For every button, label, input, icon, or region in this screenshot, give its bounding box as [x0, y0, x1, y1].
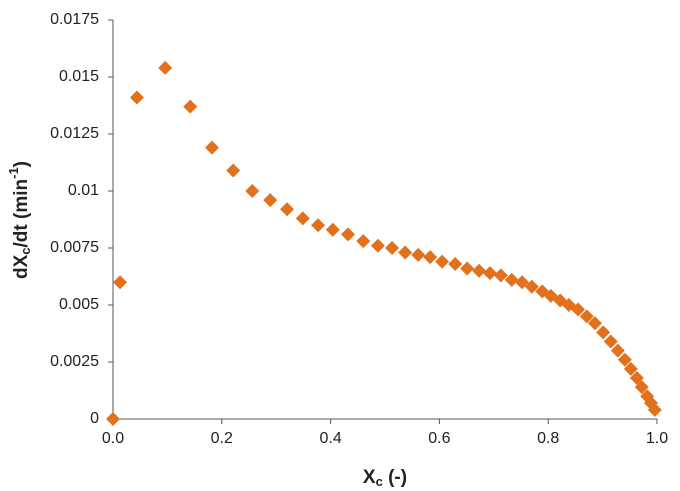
point [280, 202, 295, 217]
point [623, 361, 638, 376]
point [385, 241, 400, 255]
point [183, 99, 198, 114]
point [579, 309, 594, 324]
point [113, 275, 128, 290]
x-tick-label: 0.2 [211, 430, 233, 447]
point [226, 163, 241, 178]
point [493, 268, 508, 283]
x-tick-label: 1.0 [646, 430, 668, 447]
point [629, 370, 644, 385]
point [647, 402, 662, 417]
point [617, 352, 632, 367]
point [341, 227, 356, 242]
x-tick-label: 0.4 [319, 430, 341, 447]
point [460, 261, 475, 276]
y-tick-label: 0.0125 [50, 125, 99, 142]
y-tick-label: 0.005 [59, 296, 99, 313]
point [603, 334, 618, 349]
point [356, 234, 371, 249]
point [106, 412, 120, 426]
point [482, 266, 497, 281]
point [311, 218, 326, 233]
point [472, 263, 487, 278]
point [515, 275, 530, 290]
point [325, 222, 340, 237]
x-axis-title: Xc (-) [363, 467, 407, 489]
point [158, 60, 173, 75]
point [411, 247, 426, 262]
point [596, 325, 611, 340]
y-axis-title: dXc/dt (min-1) [6, 161, 33, 279]
point [524, 279, 539, 294]
point [435, 254, 450, 269]
x-tick-label: 0.6 [428, 430, 450, 447]
y-tick-label: 0.015 [59, 68, 99, 85]
point [205, 140, 220, 155]
point [129, 90, 144, 105]
point [295, 211, 310, 226]
y-tick-label: 0.01 [68, 182, 99, 199]
x-tick-label: 0.0 [102, 430, 124, 447]
point [423, 250, 438, 265]
point [571, 302, 586, 317]
y-tick-label: 0.0075 [50, 239, 99, 256]
point [587, 316, 602, 331]
point [448, 256, 463, 271]
y-tick-label: 0.0175 [50, 11, 99, 28]
point [610, 343, 625, 358]
point [263, 193, 278, 208]
y-tick-label: 0 [90, 410, 99, 427]
point [370, 238, 385, 253]
point [634, 380, 649, 395]
point [245, 184, 260, 198]
y-tick-label: 0.0025 [50, 353, 99, 370]
point [504, 272, 519, 287]
x-tick-label: 0.8 [537, 430, 559, 447]
point [398, 245, 413, 260]
